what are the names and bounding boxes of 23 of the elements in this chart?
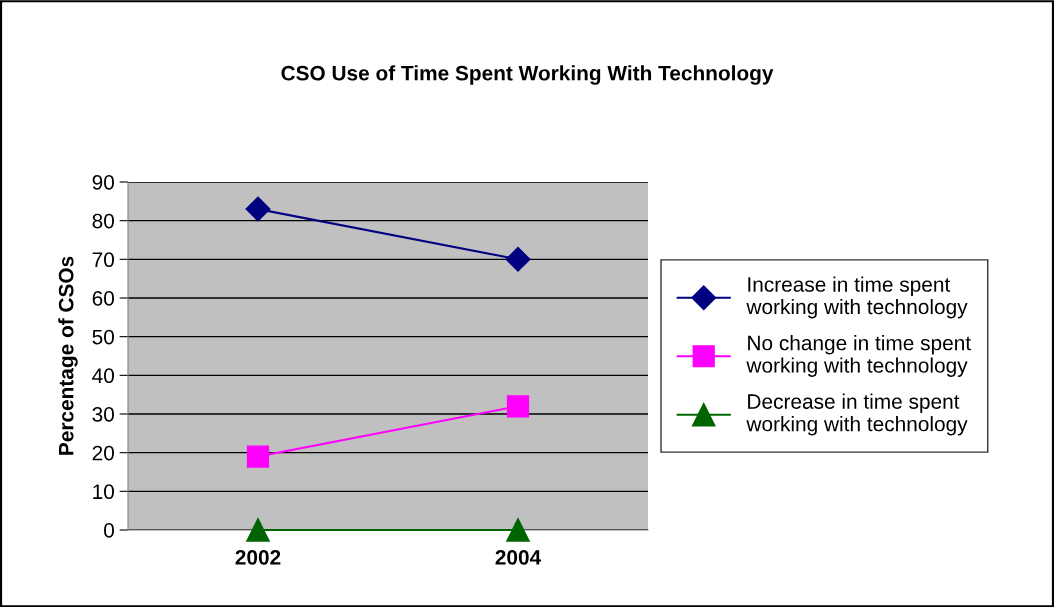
y-tick-label: 0 [104,523,114,538]
legend-label: Decrease in time spent working with technology [746,393,968,436]
y-tick-label: 80 [92,213,114,229]
y-tick-label: 90 [92,175,114,190]
point [506,518,530,542]
point [245,196,271,222]
y-tick-label: 60 [92,291,114,306]
y-tick-label: 70 [92,252,114,268]
y-tick-label: 30 [92,407,114,422]
x-tick-label: 2002 [235,549,281,565]
y-tick-label: 10 [93,484,114,500]
point [246,518,270,542]
x-tick-label: 2004 [495,549,542,565]
y-axis-title: Percentage of CSOs [58,256,78,455]
y-tick-label: 40 [92,368,114,384]
legend-label: No change in time spent working with technology [746,335,971,377]
y-tick-label: 20 [92,445,114,461]
point [506,395,530,418]
chart-title: CSO Use of Time Spent Working With Technology [281,65,774,85]
legend-label: Increase in time spent working with technology [746,276,968,319]
point [505,246,531,272]
point [246,445,270,468]
y-tick-label: 50 [92,329,114,345]
